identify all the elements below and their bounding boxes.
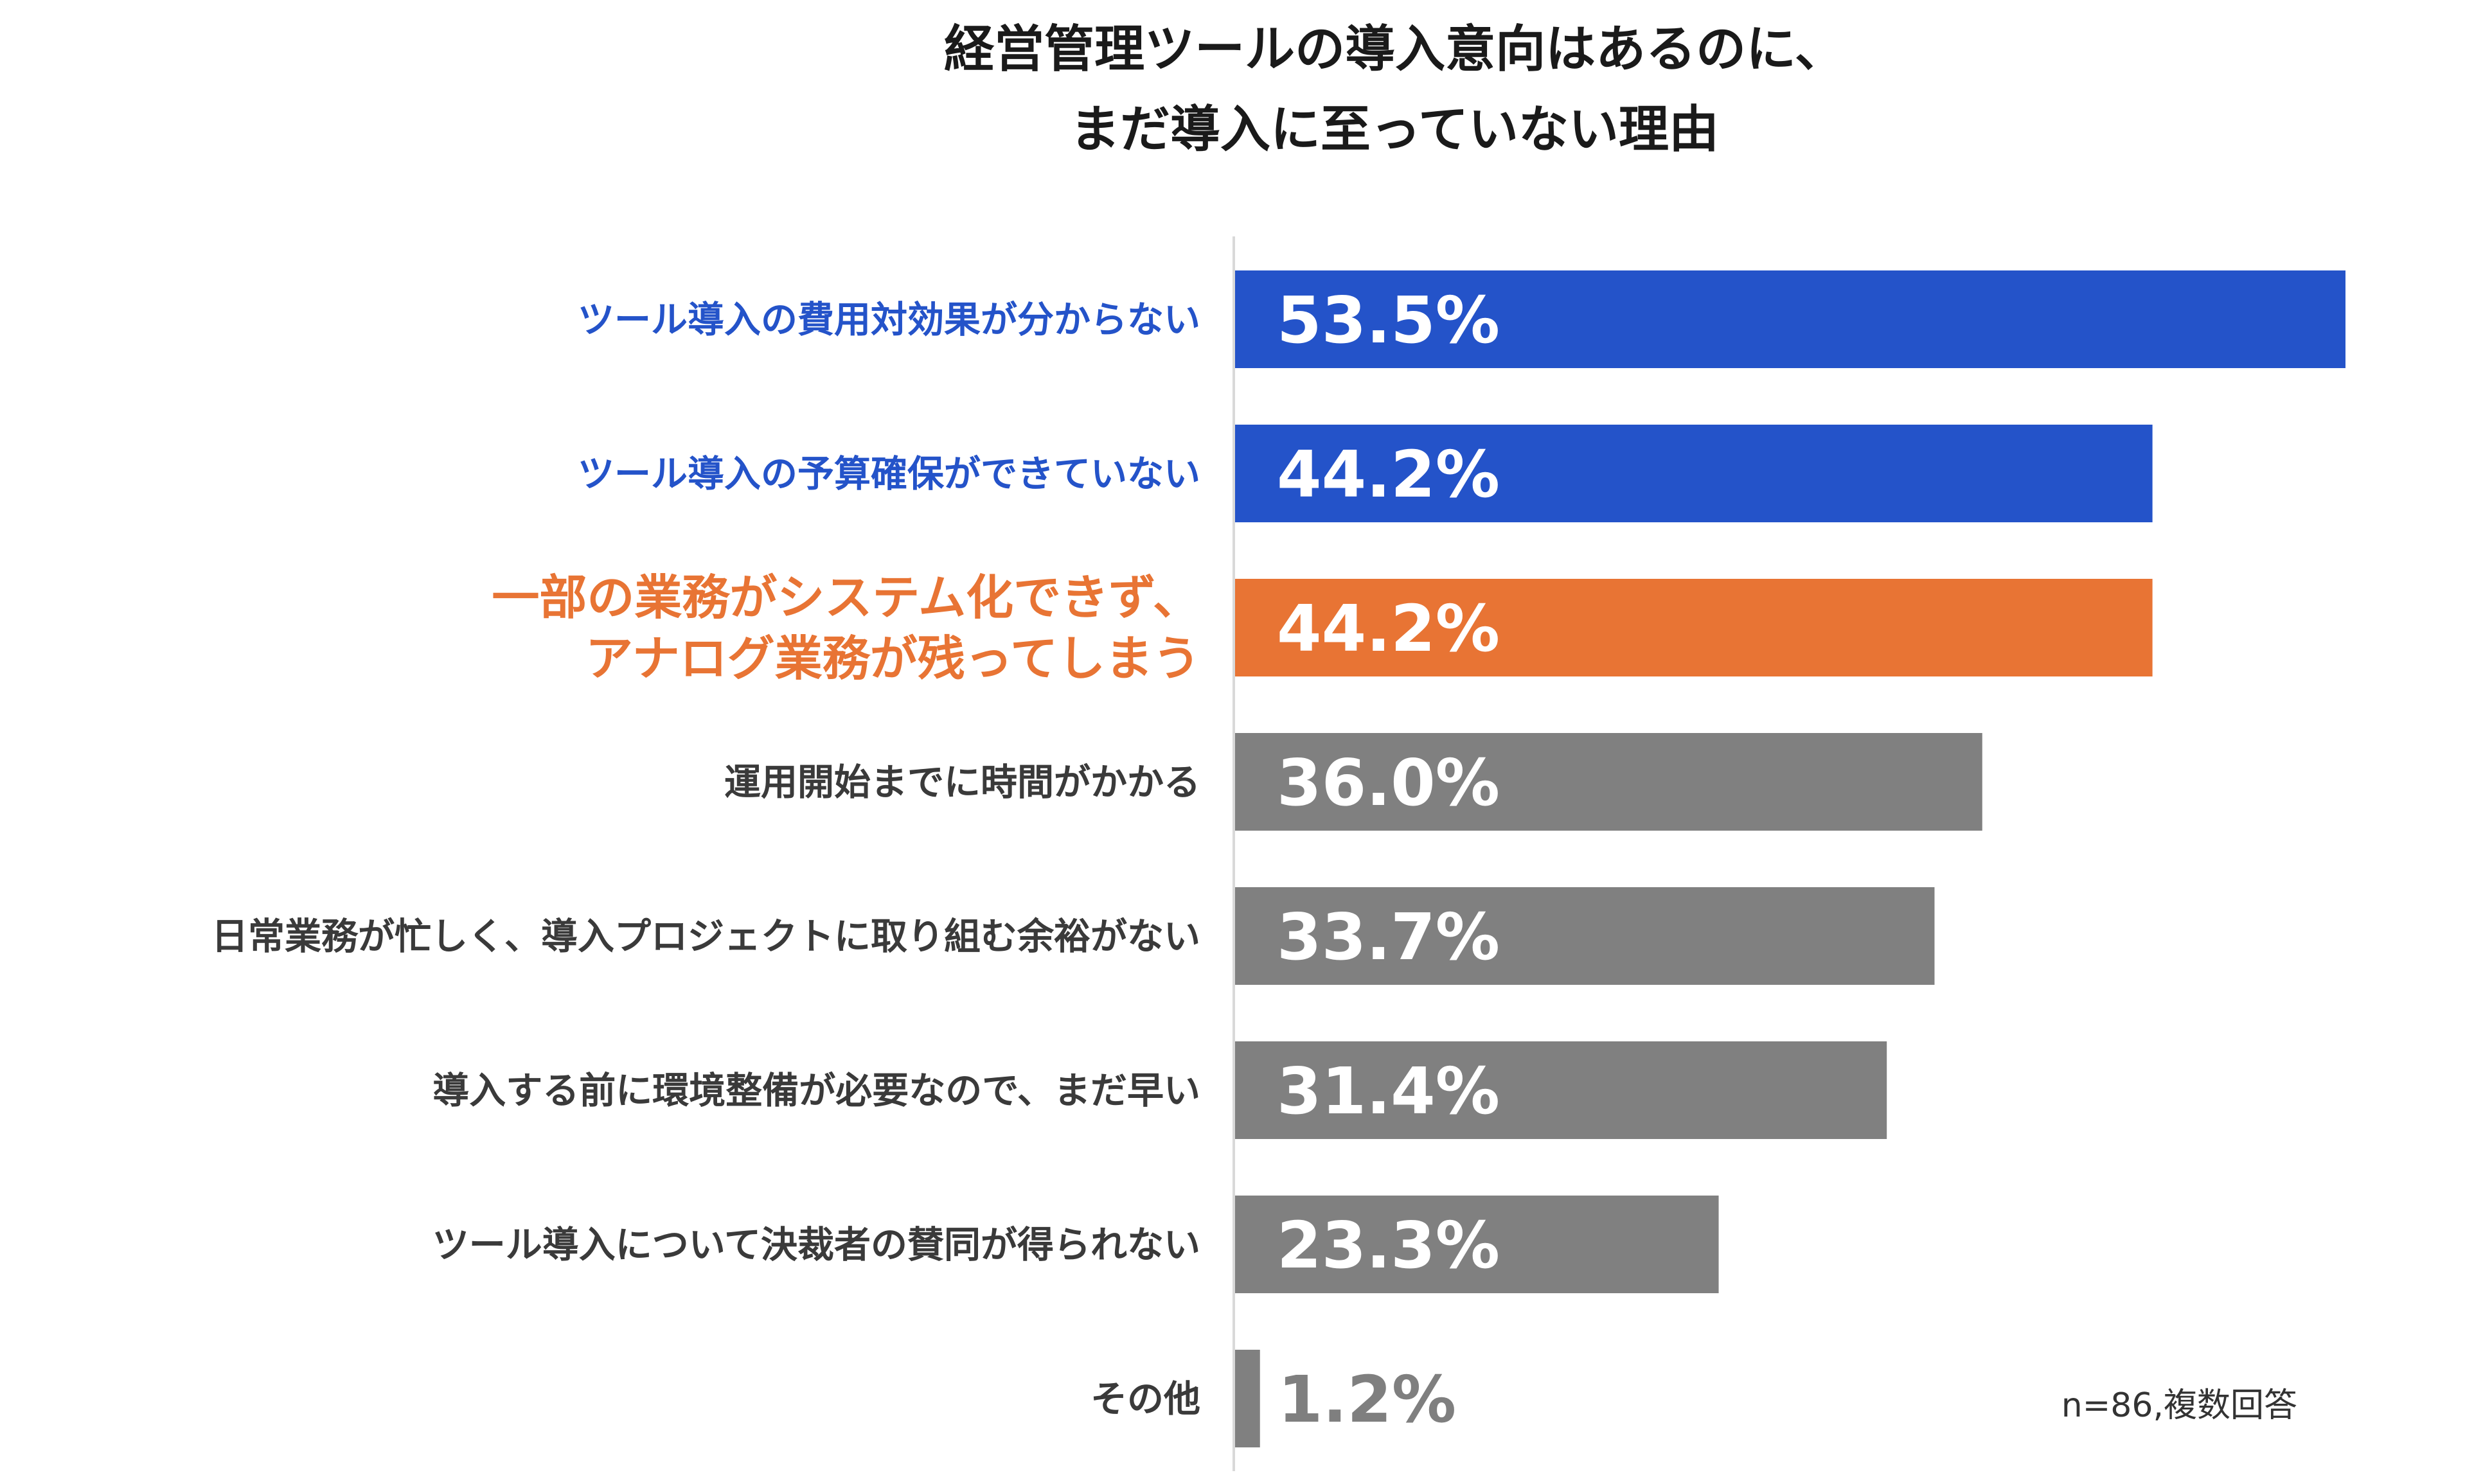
category-label-5: 日常業務が忙しく、導入プロジェクトに取り組む余裕がない bbox=[211, 915, 1200, 958]
value-label-3: 44.2% bbox=[1277, 591, 1500, 666]
chart-title-line-1: 経営管理ツールの導入意向はあるのに、 bbox=[944, 21, 1845, 78]
chart-title: 経営管理ツールの導入意向はあるのに、 まだ導入に至っていない理由 bbox=[944, 21, 1845, 159]
category-label-4: 運用開始までに時間がかかる bbox=[724, 761, 1200, 804]
value-label-5: 33.7% bbox=[1277, 899, 1500, 975]
category-labels: ツール導入の費用対効果が分からないツール導入の予算確保ができていない一部の業務が… bbox=[211, 299, 1200, 1420]
value-label-7: 23.3% bbox=[1277, 1208, 1500, 1283]
bar-6 bbox=[1235, 1041, 1887, 1139]
value-labels: 53.5% 44.2% 44.2% 36.0% 33.7% 31.4% 23.3% 1.2% bbox=[1277, 283, 1500, 1437]
bar-4 bbox=[1235, 733, 1982, 831]
category-label-3-line-1: 一部の業務がシステム化できず、 bbox=[492, 570, 1200, 626]
value-label-2: 44.2% bbox=[1277, 437, 1500, 512]
bar-2 bbox=[1235, 425, 2153, 522]
bars bbox=[1235, 270, 2345, 1447]
sample-note: n=86,複数回答 bbox=[2061, 1386, 2297, 1425]
category-label-7: ツール導入について決裁者の賛同が得られない bbox=[432, 1224, 1200, 1266]
bar-7 bbox=[1235, 1196, 1719, 1293]
category-label-1: ツール導入の費用対効果が分からない bbox=[578, 299, 1200, 341]
bar-3 bbox=[1235, 579, 2153, 676]
category-label-8: その他 bbox=[1090, 1378, 1200, 1420]
value-label-4: 36.0% bbox=[1277, 745, 1500, 820]
value-label-1: 53.5% bbox=[1277, 283, 1500, 358]
value-label-8: 1.2% bbox=[1278, 1362, 1456, 1437]
chart-title-line-2: まだ導入に至っていない理由 bbox=[1070, 101, 1719, 159]
bar-8 bbox=[1235, 1350, 1260, 1447]
category-label-3-line-2: アナログ業務が残ってしまう bbox=[585, 632, 1200, 687]
value-label-6: 31.4% bbox=[1277, 1054, 1500, 1129]
bar-1 bbox=[1235, 270, 2345, 368]
category-label-6: 導入する前に環境整備が必要なので、まだ早い bbox=[432, 1070, 1200, 1112]
bar-5 bbox=[1235, 887, 1935, 985]
category-label-2: ツール導入の予算確保ができていない bbox=[578, 453, 1200, 495]
